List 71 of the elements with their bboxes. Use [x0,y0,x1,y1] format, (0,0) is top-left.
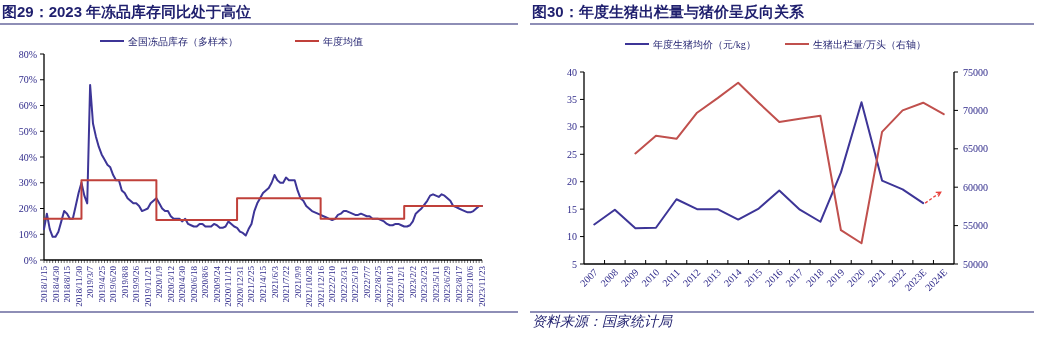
x-tick-label: 2023/11/23 [477,265,487,307]
y-tick-label: 20 [567,176,577,188]
x-tick-label: 2021/12/16 [315,265,326,308]
y-tick-label: 60% [18,100,37,111]
x-tick-label: 2019/6/20 [108,265,119,303]
y-tick-label: 40 [567,66,577,78]
y2-tick-label: 50000 [963,258,988,270]
y-tick-label: 50% [18,125,37,137]
x-tick-label: 2021/2/25 [246,265,257,303]
x-tick-label: 2023/3/23 [419,265,430,303]
y-tick-label: 25 [567,148,577,160]
y-tick-label: 35 [567,93,577,105]
y-tick-label: 80% [18,48,37,60]
x-tick-label: 2020/9/24 [211,265,222,303]
x-tick-label: 2021 [865,266,888,289]
x-tick-label: 2023/5/11 [430,266,441,303]
x-tick-label: 2020/3/12 [165,266,176,303]
x-tick-label: 2020/4/30 [177,265,188,303]
x-tick-label: 2021/9/9 [292,265,303,299]
y2-tick-label: 55000 [963,220,988,232]
x-tick-label: 2019/8/8 [119,265,130,299]
x-tick-label: 2022/5/19 [350,265,361,303]
x-tick-label: 2019/4/25 [96,265,107,303]
x-tick-label: 2018/8/15 [62,265,73,303]
y-tick-label: 10% [18,228,37,240]
legend-label: 年度均值 [323,36,363,47]
x-tick-label: 2022/2/10 [327,265,338,303]
y-tick-label: 30 [567,121,577,133]
x-tick-label: 2023/8/17 [453,265,464,303]
x-tick-label: 2020/8/6 [200,265,211,299]
x-tick-label: 2023/2/2 [407,266,418,299]
x-tick-label: 2022/7/7 [361,265,372,299]
x-tick-label: 2021/7/22 [281,266,292,303]
y2-tick-label: 60000 [963,181,988,193]
x-tick-label: 2018/1/15 [39,265,49,303]
y2-tick-label: 75000 [963,66,988,78]
x-tick-label: 2023/10/6 [465,265,476,303]
x-tick-label: 2020/11/12 [223,266,234,307]
x-tick-label: 2022/3/31 [338,266,349,303]
x-tick-label: 2023/6/29 [442,265,453,303]
y-tick-label: 20% [18,203,37,214]
x-tick-label: 2019/11/21 [142,266,153,307]
x-tick-label: 2020/1/9 [154,265,165,299]
chart-title: 图29：2023 年冻品库存同比处于高位 [2,3,252,20]
legend-label: 生猪出栏量/万头（右轴） [813,39,926,50]
x-tick-label: 2020/6/18 [188,265,199,303]
y-tick-label: 5 [572,258,577,270]
x-tick-label: 2021/4/15 [258,265,268,303]
x-tick-label: 2021/6/3 [269,265,280,299]
y-tick-label: 0% [23,254,37,266]
y-tick-label: 30% [18,177,37,189]
x-tick-label: 2018/4/30 [50,265,61,303]
text: 资料来源：国家统计局 [532,314,673,329]
x-tick-label: 2019/9/26 [131,265,142,303]
legend-label: 年度生猪均价（元/kg） [653,39,756,50]
x-tick-label: 2021/10/28 [304,265,315,308]
x-tick-label: 2018/11/30 [73,265,84,307]
x-tick-label: 2022/12/1 [396,266,407,303]
y2-tick-label: 70000 [963,104,988,116]
legend-label: 全国冻品库存（多样本） [128,36,238,47]
y-tick-label: 15 [567,203,577,215]
x-tick-label: 2022/10/13 [384,265,395,308]
y-tick-label: 10 [567,231,577,243]
x-tick-label: 2020/12/31 [234,266,245,308]
x-tick-label: 2011 [660,266,682,289]
y-tick-label: 70% [18,74,37,86]
x-tick-label: 2019/3/7 [85,265,96,299]
y2-tick-label: 65000 [963,143,988,155]
x-tick-label: 2022/8/25 [373,265,384,303]
y-tick-label: 40% [18,151,37,163]
chart-title: 图30：年度生猪出栏量与猪价呈反向关系 [532,3,805,20]
